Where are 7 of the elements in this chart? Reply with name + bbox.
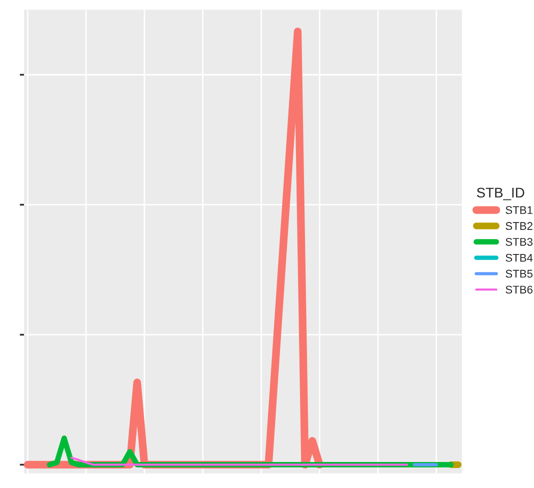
- legend-label: STB2: [506, 222, 532, 230]
- legend-label: STB6: [506, 286, 532, 294]
- legend-label: STB5: [506, 270, 532, 278]
- legend-title: STB_ID: [476, 188, 524, 200]
- legend-label: STB3: [506, 238, 532, 246]
- legend-label: STB1: [506, 206, 532, 214]
- legend-label: STB4: [506, 254, 533, 262]
